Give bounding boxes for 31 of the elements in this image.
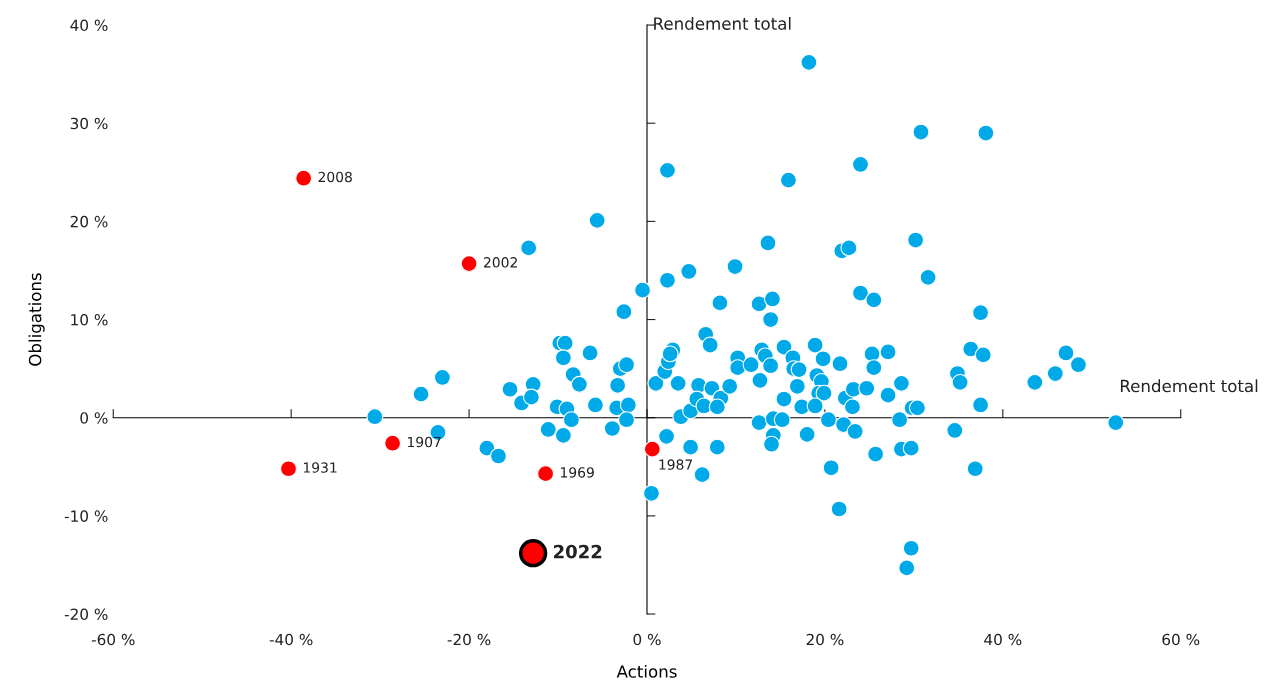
point — [643, 440, 661, 458]
annotation: 2022 — [554, 544, 602, 559]
x-tick-label: -20 % — [447, 633, 491, 646]
point — [537, 465, 555, 483]
x-tick-label: 40 % — [984, 633, 1022, 646]
annotation: Rendement total — [654, 16, 791, 30]
point — [460, 255, 478, 273]
y-tick-label: 30 % — [70, 117, 108, 130]
annotation: 2008 — [318, 171, 352, 183]
annotation: 1987 — [659, 459, 693, 470]
x-axis-title: Actions — [616, 664, 677, 678]
y-tick-label: -20 % — [64, 608, 108, 621]
point — [384, 434, 402, 452]
y-tick-label: 20 % — [70, 215, 108, 228]
x-tick-label: -60 % — [91, 633, 135, 646]
y-tick-label: 0 % — [80, 412, 108, 424]
x-tick-label: 60 % — [1162, 633, 1200, 646]
x-tick-label: -40 % — [269, 633, 313, 646]
annotation: Rendement total — [1120, 379, 1258, 393]
y-tick-label: 10 % — [71, 314, 108, 326]
x-tick-label: 20 % — [806, 633, 844, 646]
y-tick-label: 40 % — [70, 19, 108, 32]
y-tick-label: -10 % — [64, 510, 108, 522]
annotation: 1969 — [561, 467, 594, 478]
point — [280, 460, 297, 478]
point — [295, 169, 313, 187]
x-tick-label: 0 % — [633, 633, 661, 646]
annotation: 1907 — [408, 436, 441, 448]
annotation: 1931 — [303, 462, 337, 473]
y-axis-title: Obligations — [28, 273, 45, 366]
annotation: 2002 — [483, 257, 517, 268]
